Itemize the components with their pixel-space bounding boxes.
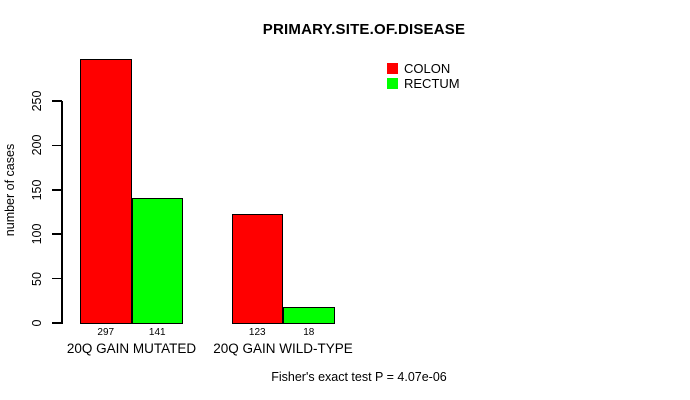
y-tick-label: 0	[30, 319, 44, 327]
y-tick-label: 150	[30, 179, 44, 201]
legend-label-colon: COLON	[404, 61, 451, 76]
y-tick-mark	[52, 144, 62, 147]
bar-value-label: 141	[148, 327, 166, 338]
bar-colon-group1	[80, 59, 132, 325]
y-tick-mark	[52, 100, 62, 102]
y-tick-label: 50	[30, 271, 44, 286]
y-tick-mark	[52, 189, 62, 191]
bar-value-label: 297	[97, 327, 115, 338]
bar-rectum-group2	[283, 307, 335, 325]
legend-swatch-rectum	[387, 77, 398, 89]
y-tick-label: 250	[30, 90, 44, 112]
legend: COLON RECTUM	[387, 61, 460, 92]
x-category-label-mutated: 20Q GAIN MUTATED	[66, 341, 197, 356]
bar-value-label: 123	[248, 327, 266, 338]
legend-entry-rectum: RECTUM	[387, 75, 460, 91]
y-axis-line	[61, 100, 63, 324]
x-category-label-wild-type: 20Q GAIN WILD-TYPE	[213, 341, 353, 356]
bar-colon-group2	[231, 213, 283, 325]
fisher-test-note: Fisher's exact test P = 4.07e-06	[271, 370, 447, 384]
y-tick-label: 100	[30, 223, 44, 245]
legend-swatch-colon	[387, 63, 398, 74]
legend-label-rectum: RECTUM	[404, 75, 460, 91]
y-tick-mark	[52, 322, 62, 324]
chart-title: PRIMARY.SITE.OF.DISEASE	[262, 21, 466, 38]
bar-value-label: 18	[303, 327, 315, 338]
legend-entry-colon: COLON	[387, 61, 460, 76]
y-axis-label: number of cases	[3, 143, 17, 237]
y-tick-mark	[52, 233, 62, 235]
bar-rectum-group1	[131, 197, 183, 325]
y-tick-mark	[52, 277, 62, 280]
y-tick-label: 200	[30, 134, 44, 156]
